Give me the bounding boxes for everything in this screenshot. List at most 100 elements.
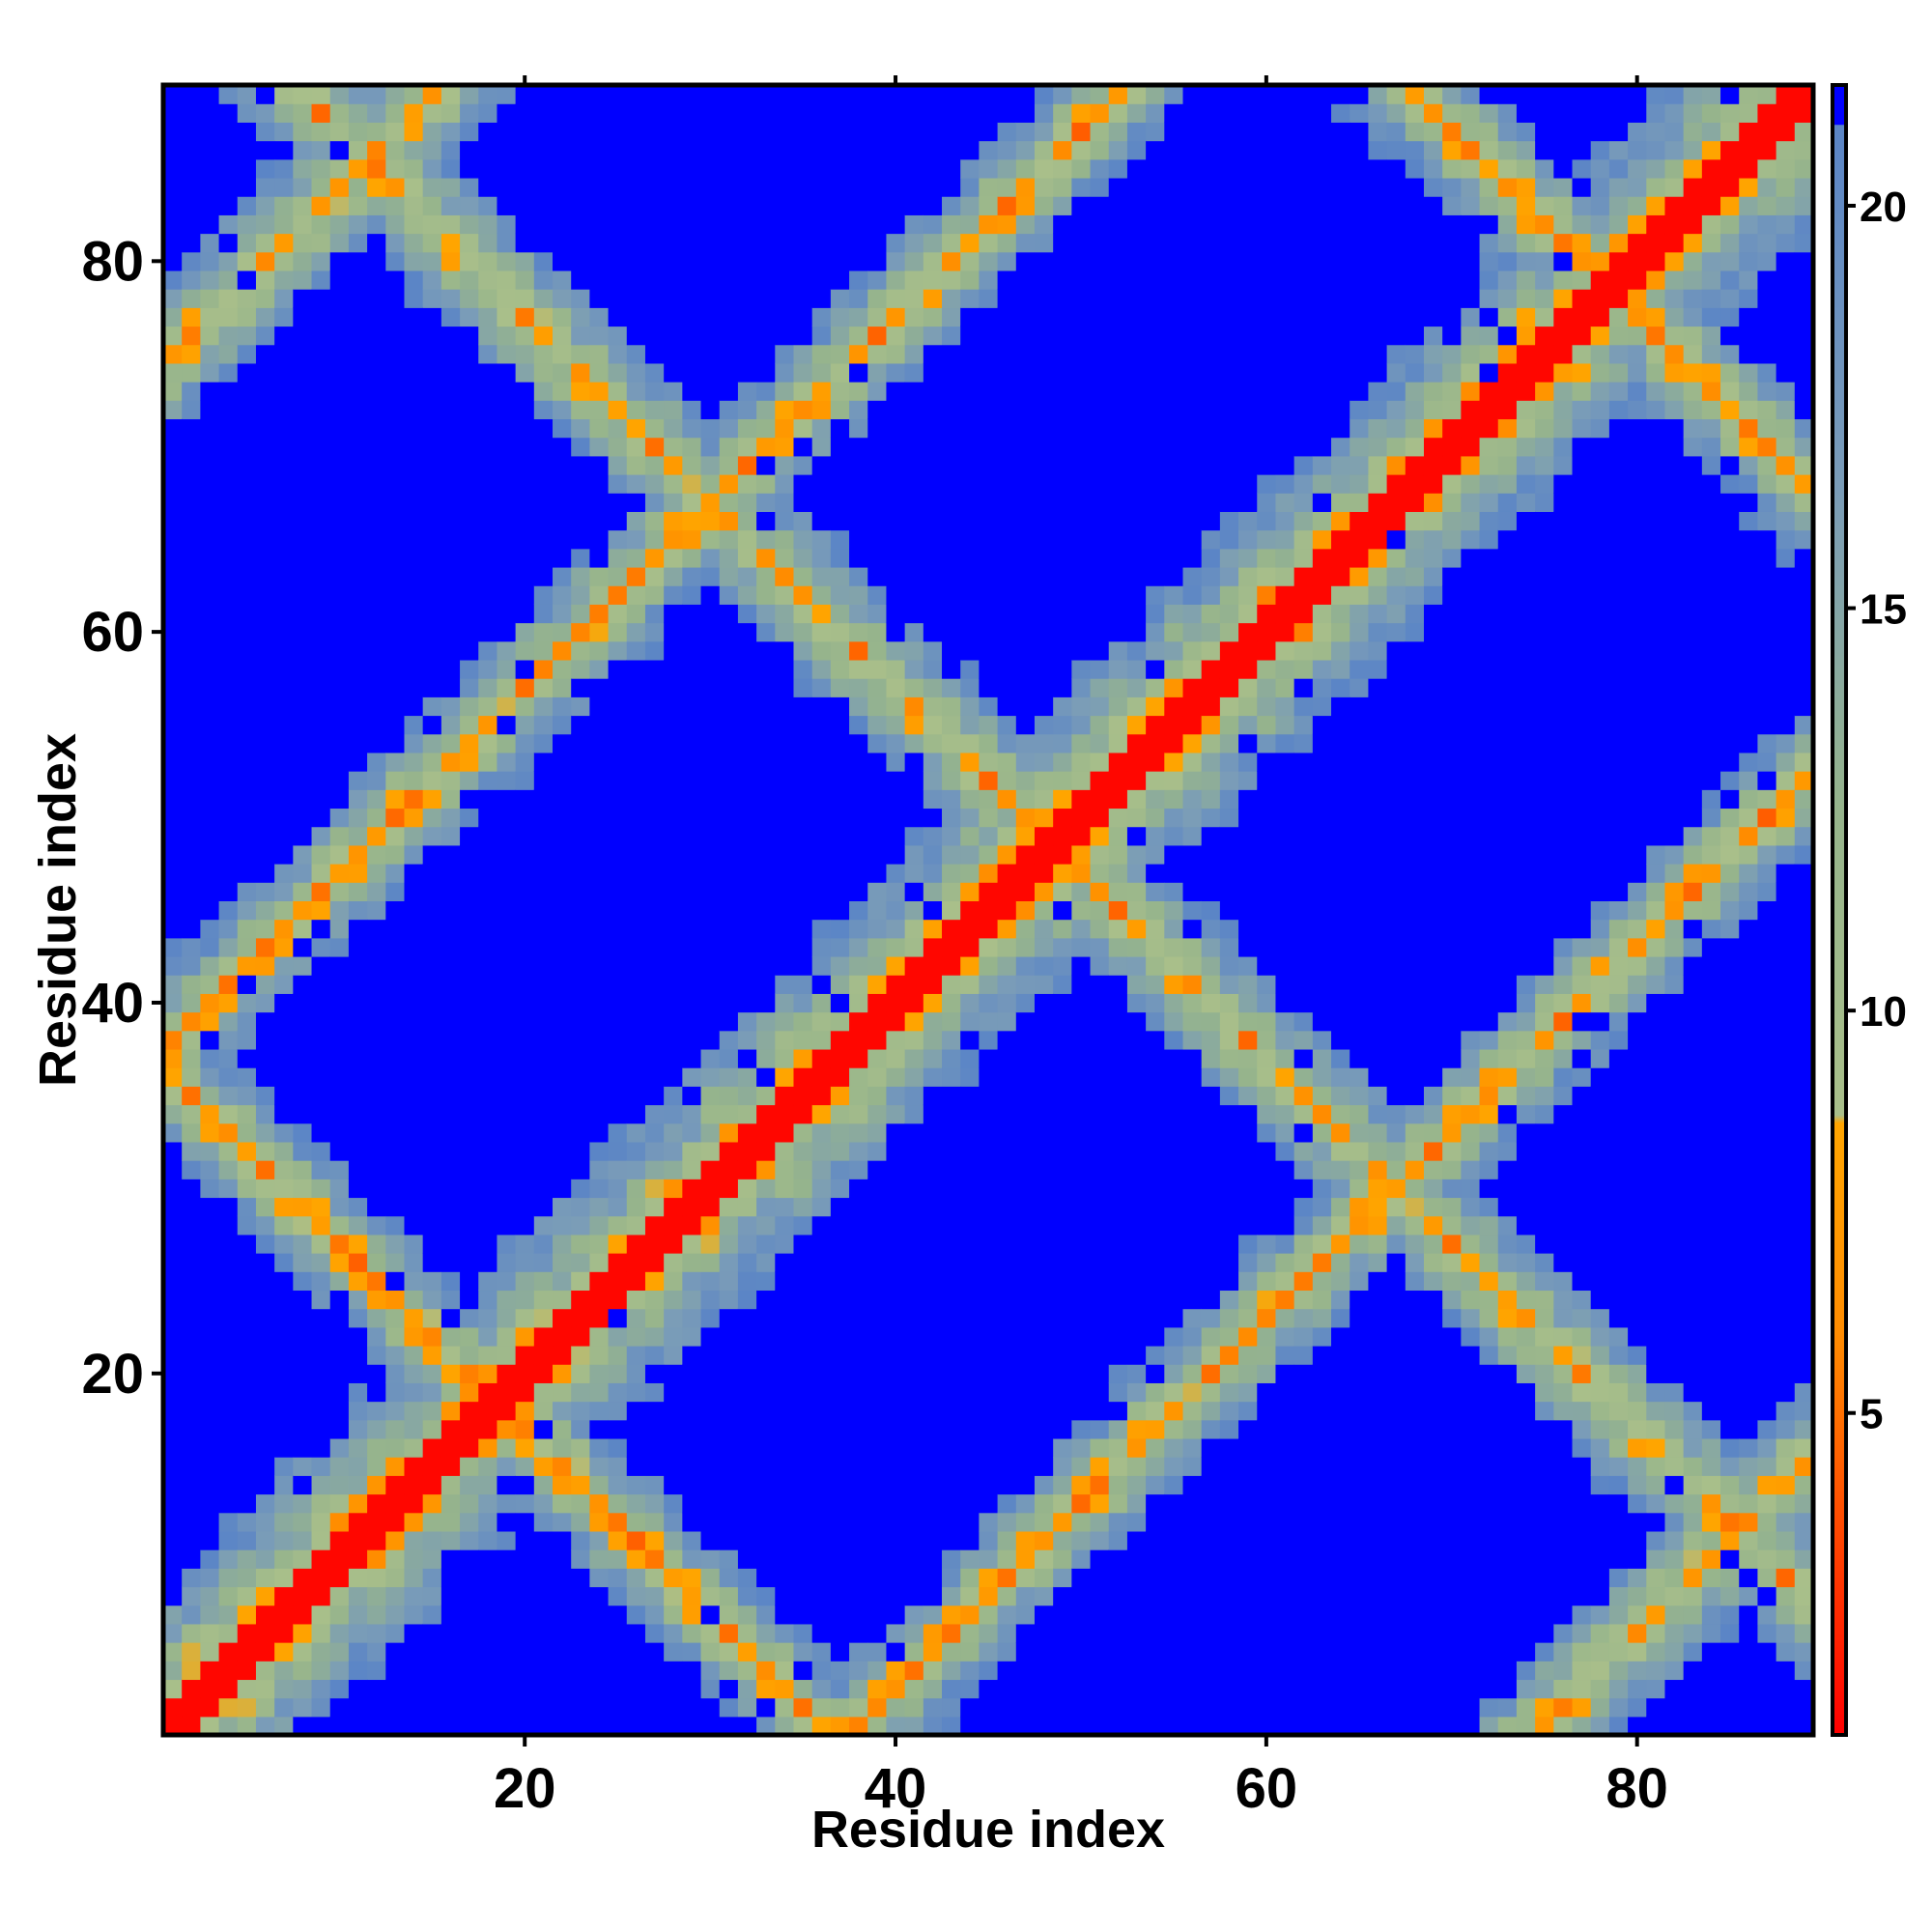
heatmap-cell — [775, 437, 795, 457]
heatmap-cell — [1126, 1716, 1147, 1736]
heatmap-cell — [608, 529, 628, 550]
heatmap-cell — [756, 1437, 776, 1458]
heatmap-cell — [1164, 1179, 1184, 1199]
heatmap-cell — [979, 455, 999, 475]
heatmap-cell — [849, 1290, 868, 1310]
heatmap-cell — [422, 418, 442, 439]
heatmap-cell — [163, 326, 183, 346]
heatmap-cell — [886, 640, 906, 661]
heatmap-cell — [1108, 882, 1128, 901]
heatmap-cell — [348, 955, 368, 976]
heatmap-cell — [1034, 937, 1054, 957]
heatmap-cell — [497, 529, 517, 550]
heatmap-cell — [200, 1623, 220, 1643]
heatmap-cell — [163, 382, 183, 401]
heatmap-cell — [1015, 919, 1036, 939]
heatmap-cell — [589, 640, 610, 661]
heatmap-cell — [440, 1716, 461, 1736]
heatmap-cell — [1182, 1642, 1203, 1662]
heatmap-cell — [682, 122, 702, 142]
heatmap-cell — [775, 1419, 795, 1439]
heatmap-cell — [1090, 733, 1110, 753]
heatmap-cell — [700, 1679, 721, 1699]
heatmap-cell — [1090, 474, 1110, 494]
heatmap-cell — [1164, 1437, 1184, 1458]
heatmap-cell — [775, 1475, 795, 1495]
heatmap-cell — [849, 1308, 868, 1328]
heatmap-cell — [1182, 1586, 1203, 1606]
heatmap-cell — [1071, 715, 1092, 735]
heatmap-cell — [515, 622, 535, 642]
heatmap-cell — [664, 1679, 683, 1699]
heatmap-cell — [218, 752, 239, 772]
heatmap-cell — [960, 808, 980, 828]
heatmap-cell — [237, 826, 257, 846]
heatmap-cell — [682, 585, 702, 605]
heatmap-cell — [1164, 418, 1184, 439]
heatmap-cell — [960, 1530, 980, 1550]
heatmap-cell — [867, 1308, 888, 1328]
heatmap-cell — [664, 900, 683, 921]
heatmap-cell — [1126, 529, 1147, 550]
heatmap-cell — [255, 1716, 275, 1736]
heatmap-cell — [311, 251, 331, 271]
heatmap-cell — [460, 455, 479, 475]
heatmap-cell — [775, 1457, 795, 1476]
heatmap-cell — [1071, 1568, 1092, 1588]
heatmap-cell — [478, 955, 498, 976]
heatmap-cell — [255, 1530, 275, 1550]
heatmap-cell — [644, 1568, 665, 1588]
heatmap-cell — [811, 214, 832, 235]
heatmap-cell — [1090, 122, 1110, 142]
heatmap-cell — [255, 493, 275, 512]
heatmap-cell — [533, 1086, 554, 1106]
heatmap-cell — [1015, 1605, 1036, 1625]
heatmap-cell — [460, 955, 479, 976]
heatmap-cell — [1071, 1605, 1092, 1625]
heatmap-cell — [404, 919, 424, 939]
heatmap-cell — [1164, 1530, 1184, 1550]
heatmap-cell — [664, 1530, 683, 1550]
heatmap-cell — [440, 214, 461, 235]
heatmap-cell — [1090, 1661, 1110, 1681]
heatmap-cell — [1164, 1308, 1184, 1328]
heatmap-cell — [979, 696, 999, 717]
heatmap-cell — [589, 566, 610, 586]
heatmap-cell — [515, 993, 535, 1013]
heatmap-cell — [404, 640, 424, 661]
heatmap-cell — [255, 1253, 275, 1272]
heatmap-cell — [329, 1549, 350, 1569]
heatmap-cell — [182, 251, 201, 271]
heatmap-cell — [811, 1382, 832, 1403]
heatmap-cell — [997, 1697, 1017, 1718]
heatmap-cell — [1182, 844, 1203, 865]
heatmap-cell — [979, 659, 999, 679]
heatmap-cell — [849, 1623, 868, 1643]
heatmap-cell — [255, 1679, 275, 1699]
heatmap-cell — [1108, 85, 1128, 104]
heatmap-cell — [515, 214, 535, 235]
heatmap-cell — [515, 233, 535, 253]
heatmap-cell — [867, 1197, 888, 1217]
heatmap-cell — [1071, 1048, 1092, 1068]
heatmap-cell — [997, 900, 1017, 921]
heatmap-cell — [942, 1197, 961, 1217]
heatmap-cell — [311, 344, 331, 364]
heatmap-cell — [775, 937, 795, 957]
heatmap-cell — [626, 493, 646, 512]
heatmap-cell — [904, 158, 924, 179]
heatmap-cell — [811, 493, 832, 512]
heatmap-cell — [997, 752, 1017, 772]
heatmap-cell — [460, 864, 479, 883]
heatmap-cell — [1126, 474, 1147, 494]
heatmap-cell — [460, 808, 479, 828]
heatmap-cell — [515, 1401, 535, 1421]
heatmap-cell — [1146, 1419, 1165, 1439]
heatmap-cell — [404, 1697, 424, 1718]
heatmap-cell — [979, 1419, 999, 1439]
heatmap-cell — [830, 1475, 850, 1495]
heatmap-cell — [626, 826, 646, 846]
heatmap-cell — [460, 548, 479, 568]
heatmap-cell — [218, 1215, 239, 1236]
heatmap-cell — [867, 1549, 888, 1569]
